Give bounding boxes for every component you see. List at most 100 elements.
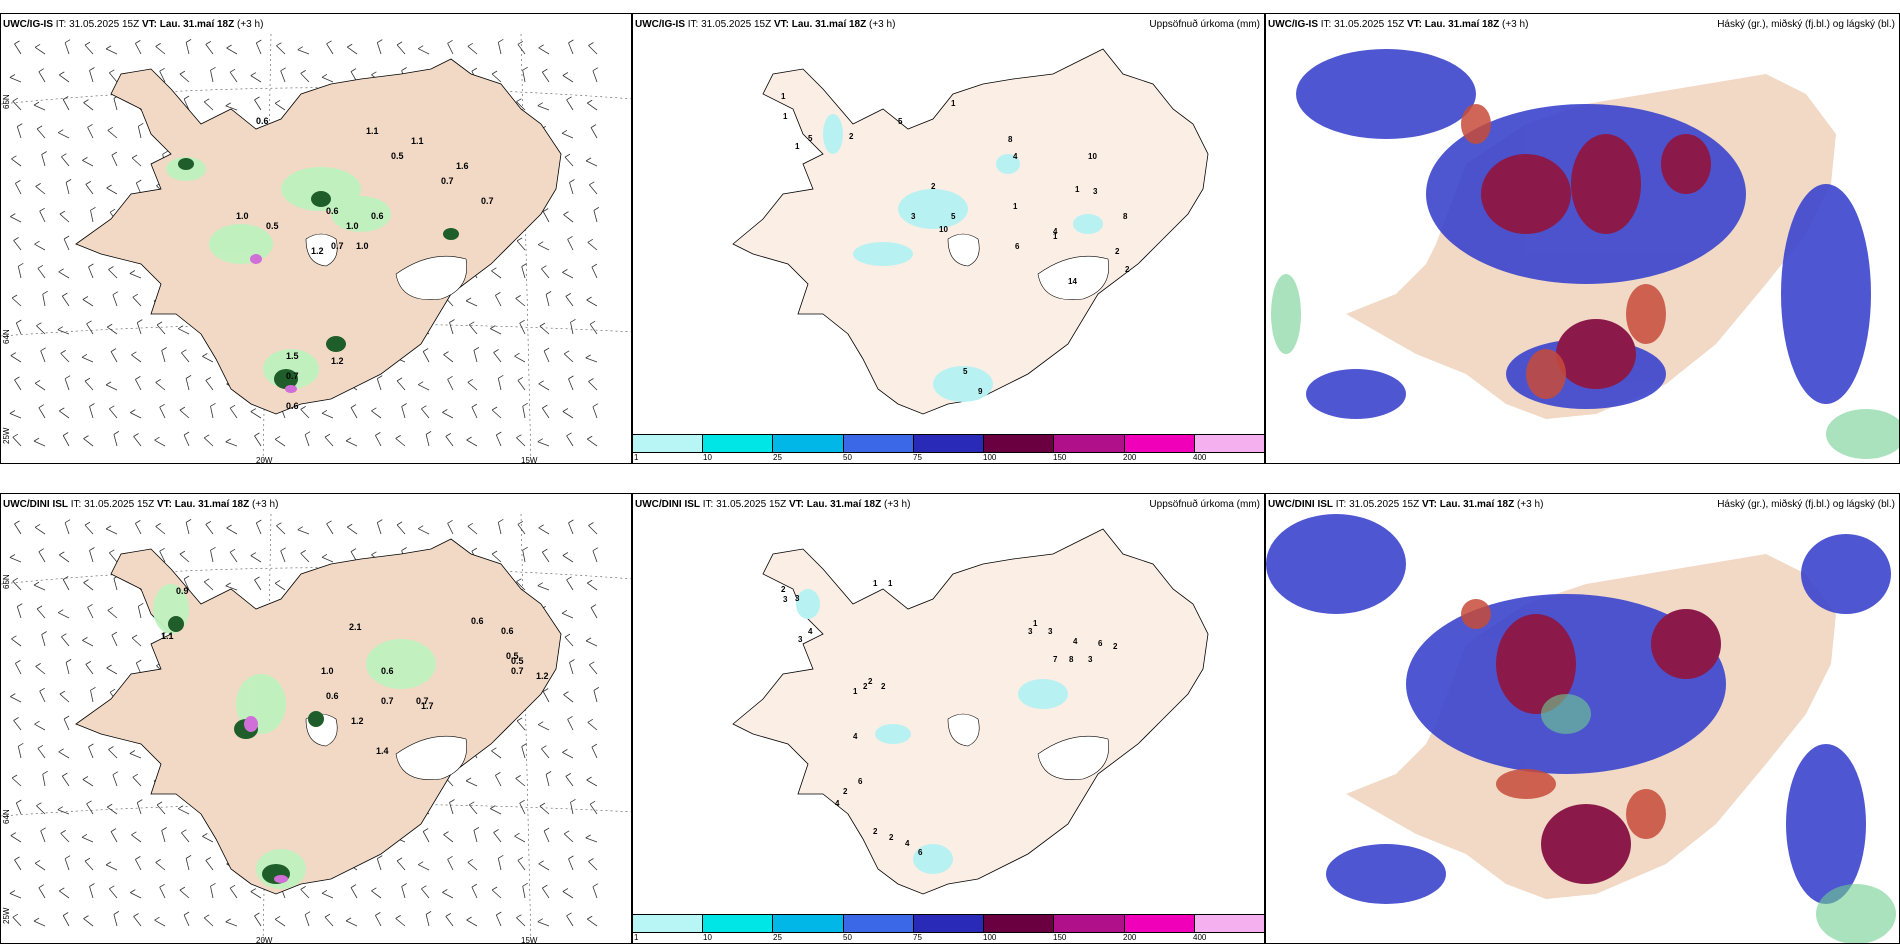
wind-barb: [178, 328, 190, 335]
wind-barb-flag: [593, 687, 600, 691]
wind-barb-flag: [105, 381, 112, 386]
wind-barb-flag: [467, 858, 474, 863]
wind-barb: [586, 102, 598, 111]
wind-barb: [131, 637, 142, 647]
wind-barb: [15, 663, 22, 675]
wind-barb: [568, 378, 574, 391]
wind-barb-flag: [539, 322, 546, 327]
wind-barb: [58, 612, 70, 619]
wind-barb-flag: [566, 912, 572, 917]
wind-barb-flag: [569, 179, 575, 183]
wind-barb-flag: [493, 349, 499, 353]
wind-barb: [61, 775, 70, 787]
wind-barb-flag: [396, 41, 403, 46]
precip-value-label: 6: [1015, 242, 1020, 251]
wind-barb-flag: [587, 238, 594, 243]
wind-barb-flag: [210, 882, 216, 887]
wind-barb-flag: [16, 799, 22, 804]
wind-barb-flag: [83, 435, 89, 439]
wind-barb: [59, 213, 70, 223]
wind-barb: [135, 379, 142, 391]
wind-barb: [63, 238, 70, 251]
panel-dini-wind-precip: UWC/DINI ISL IT: 31.05.2025 15Z VT: Lau.…: [0, 493, 632, 944]
wind-barb: [112, 774, 118, 787]
wind-barb-flag: [417, 45, 424, 50]
wind-barb-flag: [469, 321, 475, 326]
wind-barb-flag: [181, 829, 187, 834]
wind-barb: [371, 890, 382, 899]
wind-barb: [250, 891, 262, 899]
wind-barb-flag: [109, 688, 116, 693]
wind-barb-flag: [590, 124, 597, 128]
wind-barb-flag: [465, 777, 472, 782]
wind-barb-flag: [82, 776, 89, 780]
wind-barb: [588, 45, 598, 55]
wind-barb-flag: [34, 43, 41, 48]
wind-barb-flag: [537, 582, 544, 587]
wind-barb: [57, 809, 70, 815]
wind-barb-flag: [159, 547, 165, 552]
precip-value-label: 0.6: [371, 211, 384, 221]
precip-value-label: 1.1: [366, 126, 379, 136]
wind-barb: [418, 528, 430, 535]
wind-barb: [586, 779, 598, 787]
wind-barb: [57, 329, 70, 335]
precip-value-label: 0.7: [286, 371, 299, 381]
wind-barb: [276, 45, 286, 55]
wind-barb-flag: [34, 859, 41, 864]
wind-barb: [13, 240, 22, 251]
wind-barb-flag: [84, 521, 91, 526]
precip-value-label: 4: [808, 627, 813, 636]
precip-value-label: 1.2: [331, 356, 344, 366]
wind-barb-flag: [90, 686, 96, 691]
wind-barb-flag: [35, 183, 41, 187]
wind-barb: [11, 777, 22, 787]
wind-barb: [65, 182, 70, 195]
wind-barb: [183, 914, 190, 927]
lat-label-65n: 65N: [2, 94, 11, 109]
wind-barb: [495, 914, 502, 927]
precip-value-label: 4: [905, 839, 910, 848]
wind-barb-flag: [40, 347, 46, 352]
wind-barb: [108, 749, 118, 759]
wind-barb: [297, 49, 310, 55]
wind-barb-flag: [276, 522, 282, 527]
wind-barb: [130, 892, 142, 899]
precip-value-label: 6: [1098, 639, 1103, 648]
wind-barb: [159, 551, 166, 563]
wind-barb: [586, 918, 598, 927]
precip-value-label: 0.7: [381, 696, 394, 706]
wind-barb: [203, 581, 214, 591]
wind-barb-flag: [155, 43, 161, 47]
wind-barb-flag: [280, 67, 286, 72]
wind-barb: [304, 434, 310, 447]
wind-barb-flag: [156, 321, 163, 326]
wind-barb-flag: [498, 374, 504, 379]
wind-barb: [254, 99, 262, 111]
wind-barb-flag: [254, 912, 260, 917]
wind-barb: [85, 184, 94, 195]
wind-barb-flag: [586, 99, 593, 104]
wind-barb-flag: [34, 379, 41, 384]
wind-barb: [497, 522, 502, 535]
wind-barb: [376, 858, 382, 871]
wind-barb-flag: [34, 720, 40, 725]
wind-barb: [9, 413, 22, 419]
wind-barb-flag: [88, 263, 94, 268]
colorbar-segment: [1054, 915, 1125, 932]
precip-value-label: 1.2: [351, 716, 364, 726]
wind-barb-flag: [522, 66, 528, 71]
wind-barb-flag: [12, 913, 19, 918]
wind-barb: [497, 858, 502, 871]
wind-barb-flag: [589, 181, 595, 186]
wind-barb: [12, 580, 22, 591]
wind-barb: [588, 184, 598, 195]
wind-barb: [346, 526, 358, 535]
wind-barb-flag: [568, 855, 574, 860]
colorbar-segment: [984, 435, 1055, 452]
wind-barb-flag: [58, 748, 64, 753]
wind-barb-flag: [10, 693, 16, 697]
wind-barb: [418, 48, 430, 55]
wind-barb-flag: [18, 262, 24, 267]
wind-barb-flag: [131, 831, 137, 836]
